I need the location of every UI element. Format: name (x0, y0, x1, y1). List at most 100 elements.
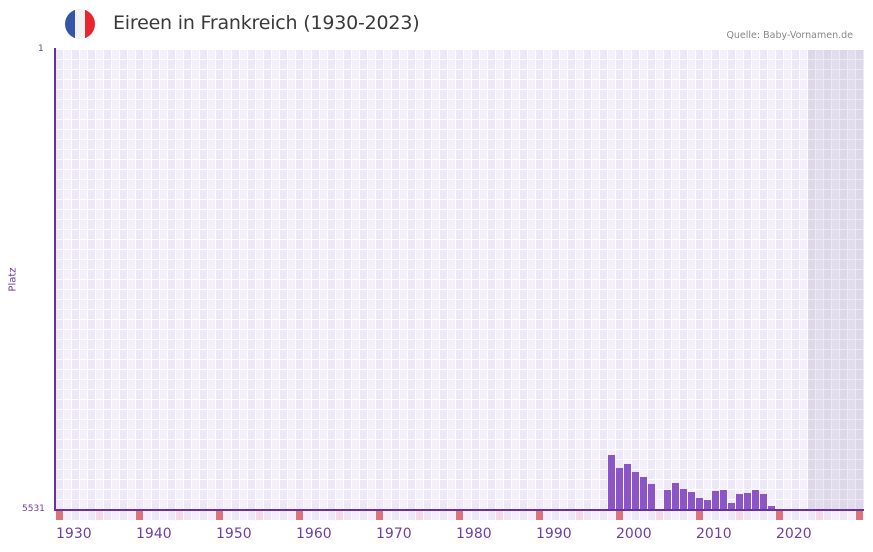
bar-2016[interactable] (744, 493, 751, 510)
year-marker (792, 511, 799, 520)
grid-column (240, 50, 247, 510)
bar-2011[interactable] (704, 500, 711, 510)
grid-column (424, 50, 431, 510)
bar-2003[interactable] (640, 477, 647, 510)
year-marker (696, 511, 703, 520)
year-marker (528, 511, 535, 520)
grid-column (432, 50, 439, 510)
year-marker (144, 511, 151, 520)
bar-2009[interactable] (688, 492, 695, 510)
grid-column (312, 50, 319, 510)
x-axis-label: 1930 (56, 526, 92, 542)
year-marker (504, 511, 511, 520)
bar-2004[interactable] (648, 484, 655, 510)
bar-2013[interactable] (720, 490, 727, 510)
year-marker (776, 511, 783, 520)
grid-column (208, 50, 215, 510)
bar-2000[interactable] (616, 468, 623, 510)
x-axis-label: 1980 (456, 526, 492, 542)
year-marker (672, 511, 679, 520)
year-marker (440, 511, 447, 520)
grid-column (680, 50, 687, 510)
grid-column (360, 50, 367, 510)
year-marker (784, 511, 791, 520)
flag-red-stripe (85, 9, 95, 39)
bar-2002[interactable] (632, 472, 639, 510)
year-marker (80, 511, 87, 520)
year-marker (160, 511, 167, 520)
year-marker (632, 511, 639, 520)
year-marker (392, 511, 399, 520)
x-axis-label: 2020 (776, 526, 812, 542)
grid-column (320, 50, 327, 510)
year-marker (744, 511, 751, 520)
bar-2008[interactable] (680, 489, 687, 510)
bar-2007[interactable] (672, 483, 679, 510)
grid-column (728, 50, 735, 510)
grid-column (784, 50, 791, 510)
year-marker (192, 511, 199, 520)
grid-column (856, 50, 863, 510)
year-marker (336, 511, 343, 520)
bar-2012[interactable] (712, 491, 719, 510)
year-marker (552, 511, 559, 520)
grid-column (408, 50, 415, 510)
bar-2010[interactable] (696, 498, 703, 510)
year-marker (136, 511, 143, 520)
year-marker (664, 511, 671, 520)
year-marker (104, 511, 111, 520)
year-marker (368, 511, 375, 520)
year-marker (464, 511, 471, 520)
grid-column (72, 50, 79, 510)
year-marker (488, 511, 495, 520)
year-marker (728, 511, 735, 520)
y-axis-line (54, 48, 56, 511)
grid-column (232, 50, 239, 510)
year-marker (248, 511, 255, 520)
bar-2001[interactable] (624, 464, 631, 510)
grid-column (624, 50, 631, 510)
grid-column (720, 50, 727, 510)
grid-column (96, 50, 103, 510)
grid-column (104, 50, 111, 510)
grid-column (752, 50, 759, 510)
grid-column (768, 50, 775, 510)
grid-column (120, 50, 127, 510)
year-marker (568, 511, 575, 520)
bar-1999[interactable] (608, 455, 615, 510)
bar-2014[interactable] (728, 503, 735, 510)
grid-column (528, 50, 535, 510)
year-marker (208, 511, 215, 520)
x-axis-label: 1960 (296, 526, 332, 542)
future-shaded-region (808, 50, 864, 510)
bar-2015[interactable] (736, 494, 743, 510)
grid-column (112, 50, 119, 510)
bar-2017[interactable] (752, 490, 759, 510)
bar-2019[interactable] (768, 506, 775, 510)
year-marker (648, 511, 655, 520)
year-marker (64, 511, 71, 520)
grid-column (328, 50, 335, 510)
grid-column (264, 50, 271, 510)
year-marker (240, 511, 247, 520)
year-marker (400, 511, 407, 520)
year-marker (88, 511, 95, 520)
grid-column (400, 50, 407, 510)
grid-column (488, 50, 495, 510)
year-marker (656, 511, 663, 520)
grid-column (688, 50, 695, 510)
year-marker (376, 511, 383, 520)
year-marker (520, 511, 527, 520)
y-axis-top-label: 1 (38, 44, 44, 54)
plot-area (56, 50, 864, 510)
grid-column (536, 50, 543, 510)
year-marker (96, 511, 103, 520)
bar-2006[interactable] (664, 490, 671, 510)
year-marker (232, 511, 239, 520)
year-marker (544, 511, 551, 520)
grid-column (216, 50, 223, 510)
bar-2018[interactable] (760, 494, 767, 510)
grid-column (160, 50, 167, 510)
year-marker (320, 511, 327, 520)
grid-column (736, 50, 743, 510)
